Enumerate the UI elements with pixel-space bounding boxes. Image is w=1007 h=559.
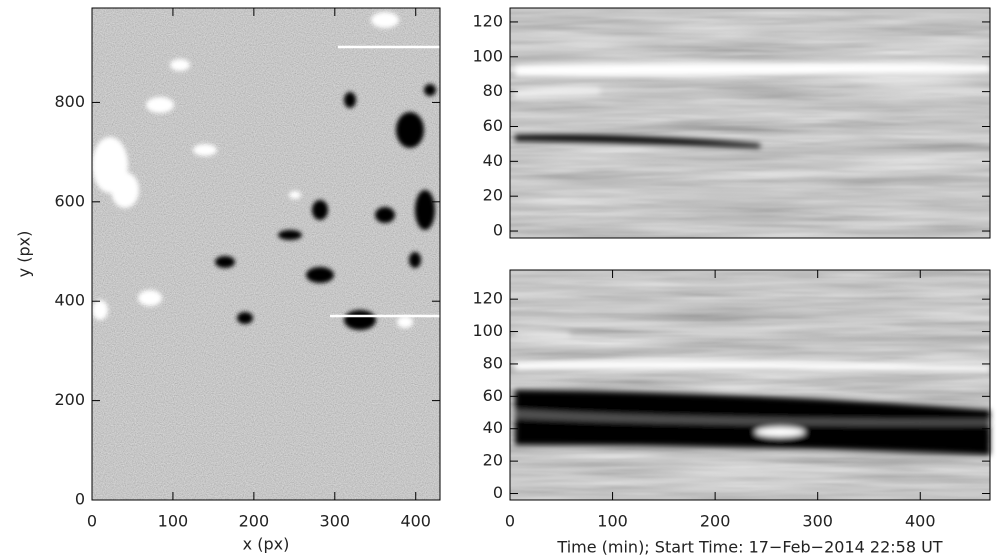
x-tick-label: 200 bbox=[239, 512, 270, 531]
y-tick-label: 0 bbox=[493, 483, 503, 502]
y-tick-label: 800 bbox=[54, 92, 85, 111]
y-tick-label: 400 bbox=[54, 291, 85, 310]
x-tick-label: 0 bbox=[505, 512, 515, 531]
y-tick-label: 20 bbox=[483, 186, 503, 205]
x-tick-label: 100 bbox=[158, 512, 189, 531]
x-tick-label: 400 bbox=[905, 512, 936, 531]
y-tick-label: 200 bbox=[54, 390, 85, 409]
x-tick-label: 100 bbox=[597, 512, 628, 531]
y-tick-label: 120 bbox=[472, 11, 503, 30]
x-tick-label: 200 bbox=[700, 512, 731, 531]
y-tick-label: 60 bbox=[483, 116, 503, 135]
x-tick-label: 300 bbox=[802, 512, 833, 531]
y-tick-label: 60 bbox=[483, 386, 503, 405]
x-axis-label: x (px) bbox=[243, 535, 290, 554]
x-tick-label: 300 bbox=[320, 512, 351, 531]
y-tick-label: 100 bbox=[472, 321, 503, 340]
time-slice bbox=[510, 8, 990, 238]
y-tick-label: 0 bbox=[493, 221, 503, 240]
x-axis-label: Time (min); Start Time: 17−Feb−2014 22:5… bbox=[556, 538, 942, 557]
y-tick-label: 100 bbox=[472, 46, 503, 65]
y-tick-label: 20 bbox=[483, 451, 503, 470]
magnetogram bbox=[92, 8, 440, 500]
x-tick-label: 400 bbox=[400, 512, 431, 531]
plot-frame bbox=[91, 7, 441, 501]
time-slice bbox=[510, 270, 990, 500]
y-axis-label: y (px) bbox=[15, 231, 34, 278]
y-tick-label: 40 bbox=[483, 151, 503, 170]
y-tick-label: 120 bbox=[472, 289, 503, 308]
plot-frame bbox=[509, 7, 991, 239]
plot-frame bbox=[509, 269, 991, 501]
x-tick-label: 0 bbox=[87, 512, 97, 531]
y-tick-label: 40 bbox=[483, 418, 503, 437]
y-tick-label: 600 bbox=[54, 191, 85, 210]
y-tick-label: 0 bbox=[75, 490, 85, 509]
y-tick-label: 80 bbox=[483, 81, 503, 100]
y-tick-label: 80 bbox=[483, 353, 503, 372]
